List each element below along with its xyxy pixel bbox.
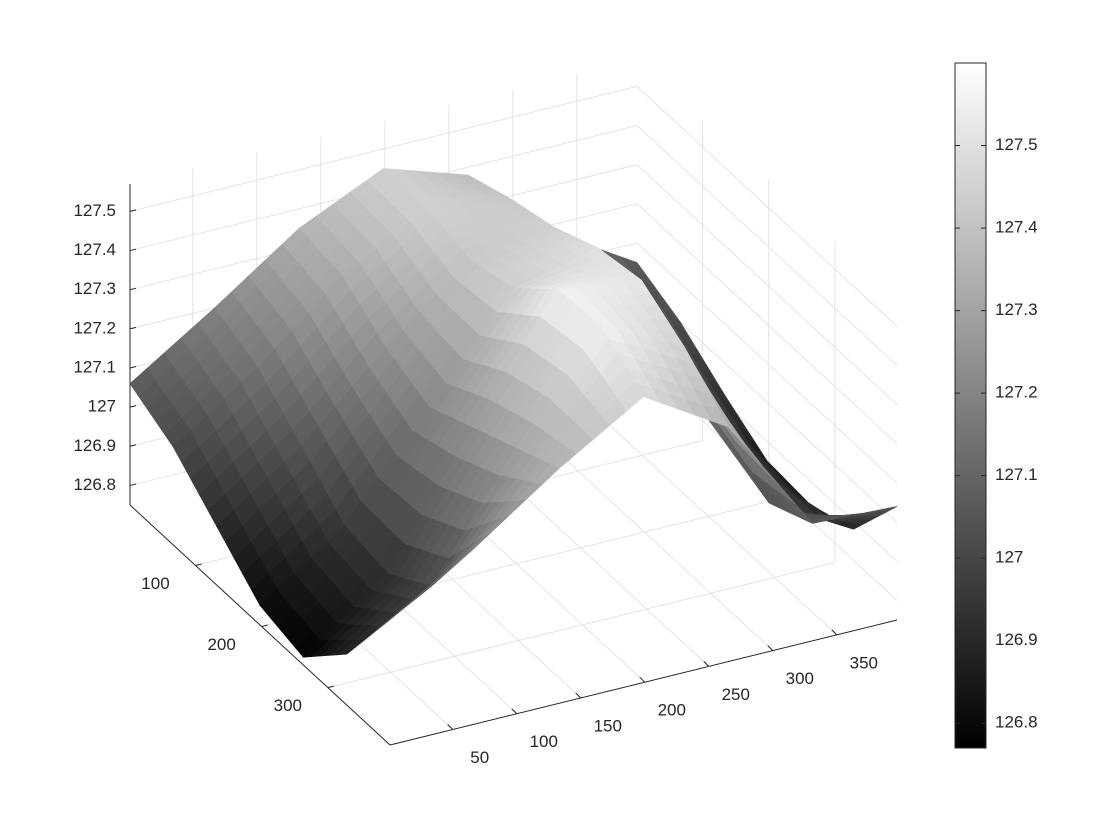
surface-patch	[381, 605, 408, 627]
grid-line	[576, 394, 838, 636]
colorbar-tick-label: 127.1	[995, 465, 1038, 484]
z-tick-label: 127.5	[73, 201, 116, 220]
z-tick	[129, 483, 137, 486]
x-tick-label: 50	[470, 748, 489, 767]
z-tick-label: 127	[88, 397, 116, 416]
y-tick-label: 100	[141, 574, 169, 593]
z-tick	[129, 366, 137, 369]
z-tick	[129, 248, 137, 252]
z-tick	[129, 209, 137, 212]
colorbar-tick-label: 127.5	[995, 135, 1038, 154]
x-tick	[767, 645, 774, 651]
z-tick	[129, 444, 137, 447]
grid-line	[636, 203, 898, 445]
z-tick	[129, 405, 137, 408]
z-tick-label: 127.4	[73, 240, 116, 259]
x-tick-label: 100	[530, 732, 558, 751]
surface	[129, 168, 898, 658]
axes	[129, 184, 898, 746]
x-axis	[389, 619, 898, 746]
grid-line	[636, 86, 898, 327]
y-tick	[261, 624, 268, 628]
x-tick-label: 300	[786, 669, 814, 688]
y-tick	[327, 685, 334, 689]
z-tick	[129, 326, 137, 330]
y-tick	[195, 563, 202, 566]
colorbar-tick-label: 126.9	[995, 630, 1038, 649]
colorbar-tick-label: 127.4	[995, 218, 1038, 237]
x-tick	[447, 724, 454, 730]
colorbar-scale	[954, 62, 987, 749]
colorbar-tick-label: 127.3	[995, 300, 1038, 319]
x-tick-label: 250	[722, 685, 750, 704]
x-tick	[639, 676, 646, 683]
z-tick-label: 126.8	[73, 475, 116, 494]
x-tick-label: 150	[594, 716, 622, 735]
grid-line	[129, 85, 638, 212]
z-tick-label: 127.3	[73, 279, 116, 298]
z-tick-label: 127.1	[73, 357, 116, 376]
x-tick-label: 200	[658, 701, 686, 720]
labels: 126.8 126.9 127 127.1 127.2 127.3 127.4 127.5 10…	[73, 201, 878, 767]
colorbar: 126.8 126.9 127 127.1 127.2 127.3 127.4 127.5	[954, 62, 1038, 749]
colorbar-tick-label: 126.8	[995, 713, 1038, 732]
grid-line	[636, 125, 898, 366]
grid-line	[636, 242, 898, 484]
grid-line	[327, 562, 835, 689]
x-tick	[575, 692, 582, 699]
x-tick-label: 350	[850, 653, 878, 672]
colorbar-tick-label: 127.2	[995, 383, 1038, 402]
colorbar-tick-label: 127	[995, 548, 1023, 567]
y-axis	[129, 504, 391, 746]
y-tick-label: 200	[207, 635, 235, 654]
x-tick	[511, 708, 518, 715]
y-tick-label: 300	[274, 696, 302, 715]
z-tick-label: 126.9	[73, 436, 116, 455]
x-tick	[831, 629, 838, 636]
z-tick	[129, 287, 137, 291]
grid-line	[636, 164, 898, 406]
z-tick-label: 127.2	[73, 318, 116, 337]
x-tick	[703, 661, 710, 667]
